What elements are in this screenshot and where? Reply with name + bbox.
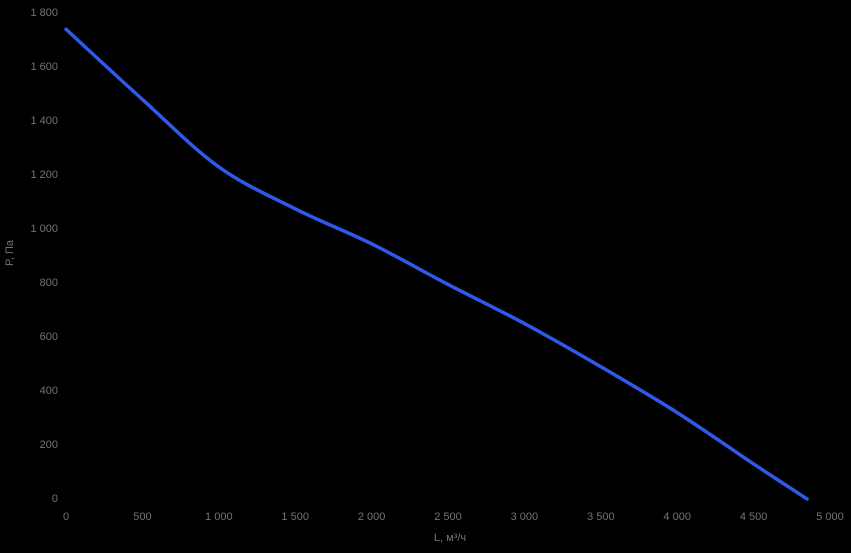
y-tick-label: 0 [51, 493, 58, 505]
x-tick-label: 2 000 [357, 511, 386, 523]
series-line [64, 27, 809, 501]
y-tick-label: 600 [39, 331, 58, 343]
x-tick-label: 5 000 [816, 511, 844, 523]
y-tick-label: 200 [39, 439, 58, 451]
y-axis-title: P, Па [4, 239, 16, 267]
x-tick-label: 500 [133, 511, 152, 523]
y-tick-label: 800 [39, 277, 58, 289]
x-tick-label: 3 000 [510, 511, 539, 523]
y-tick-label: 1 800 [30, 7, 58, 19]
x-tick-label: 0 [62, 511, 70, 523]
x-tick-label: 1 500 [281, 511, 309, 523]
y-tick-label: 400 [39, 385, 58, 397]
y-tick-label: 1 200 [30, 169, 58, 181]
x-tick-label: 3 500 [587, 511, 615, 523]
y-tick-label: 1 000 [30, 223, 58, 235]
x-axis-title: L, м³/ч [433, 532, 467, 544]
x-tick-label: 1 000 [205, 511, 233, 523]
x-tick-label: 2 500 [434, 511, 462, 523]
x-tick-label: 4 000 [663, 511, 691, 523]
y-tick-label: 1 400 [30, 115, 58, 127]
x-tick-label: 4 500 [739, 511, 768, 523]
y-tick-label: 1 600 [30, 61, 58, 73]
